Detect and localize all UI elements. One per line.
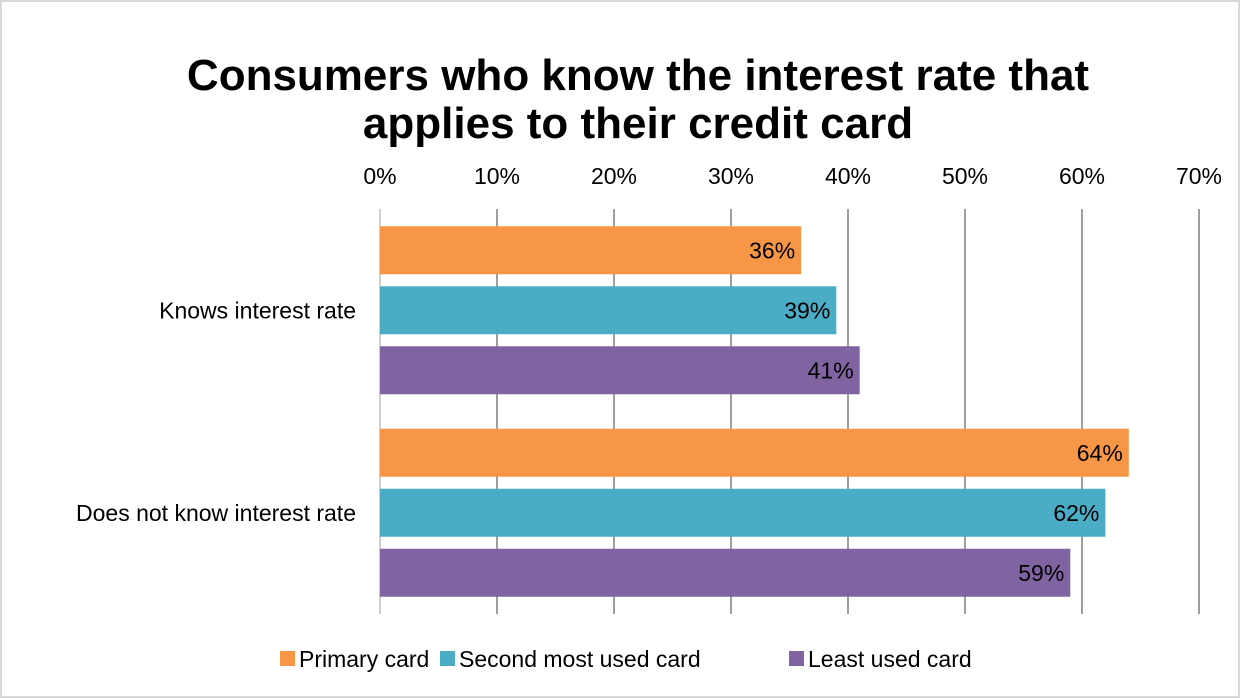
bar [380,226,802,275]
bar [380,548,1071,597]
bar [380,346,860,395]
data-label: 59% [1018,560,1064,586]
x-axis-tick-labels: 0% 10% 20% 30% 40% 50% 60% 70% [363,163,1222,189]
legend-label: Second most used card [459,646,701,672]
legend-swatch [789,651,804,666]
bars [380,226,1129,597]
data-label: 64% [1077,440,1123,466]
legend-label: Primary card [299,646,429,672]
bar [380,488,1106,537]
gridlines [379,209,1200,614]
legend-label: Least used card [808,646,972,672]
category-label: Knows interest rate [159,297,356,323]
x-tick-label: 60% [1059,163,1105,189]
x-tick-label: 50% [942,163,988,189]
x-tick-label: 10% [474,163,520,189]
category-label: Does not know interest rate [76,500,356,526]
x-tick-label: 70% [1176,163,1222,189]
legend-swatch [280,651,295,666]
chart-title-line-1: Consumers who know the interest rate tha… [187,51,1089,100]
x-tick-label: 40% [825,163,871,189]
x-tick-label: 20% [591,163,637,189]
data-label: 41% [808,357,854,383]
x-tick-label: 0% [363,163,396,189]
bar [380,428,1129,477]
x-tick-label: 30% [708,163,754,189]
legend-swatch [440,651,455,666]
data-label: 36% [749,237,795,263]
bar [380,286,837,335]
legend: Primary card Second most used card Least u… [280,646,972,672]
data-labels: 36% 39% 41% 64% 62% 59% [749,237,1123,586]
chart-title: Consumers who know the interest rate tha… [187,51,1089,148]
data-label: 39% [784,297,830,323]
chart-title-line-2: applies to their credit card [363,99,913,148]
data-label: 62% [1053,500,1099,526]
category-labels: Knows interest rate Does not know interes… [76,297,356,526]
